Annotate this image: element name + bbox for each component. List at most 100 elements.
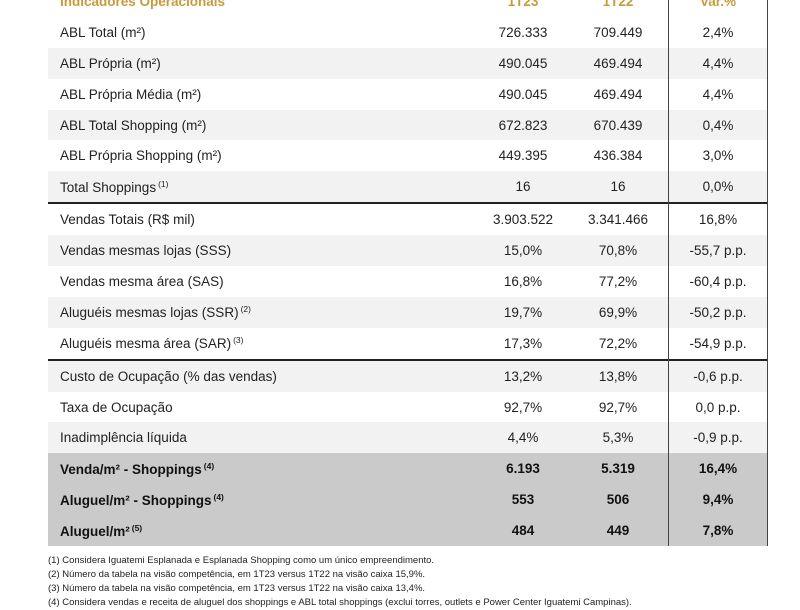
cell-value: -0,9 p.p. bbox=[693, 430, 743, 446]
cell-value: 16,4% bbox=[698, 461, 738, 477]
table-row: ABL Total (m²) 726.333 709.449 2,4% bbox=[48, 17, 768, 48]
row-label: Aluguel/m² (5) bbox=[60, 523, 142, 539]
cell-value: -60,4 p.p. bbox=[689, 273, 747, 289]
cell-value: 3,0% bbox=[702, 148, 734, 164]
row-label: ABL Total (m²) bbox=[60, 25, 146, 40]
label-text: Aluguel/m² bbox=[60, 523, 130, 539]
cell-value: 3.341.466 bbox=[587, 212, 649, 228]
cell-value: 16,8% bbox=[503, 273, 543, 289]
cell-value: 0,0 p.p. bbox=[695, 399, 741, 415]
label-text: Total Shoppings bbox=[60, 179, 157, 195]
table-row: Aluguel/m² - Shoppings (4) 553 506 9,4% bbox=[48, 484, 768, 516]
row-label: Custo de Ocupação (% das vendas) bbox=[60, 369, 277, 384]
footnote-ref: (3) bbox=[233, 335, 244, 346]
header-cell: 1T22 bbox=[602, 0, 634, 9]
cell-value: 449.395 bbox=[498, 148, 548, 164]
cell-value: 709.449 bbox=[593, 24, 643, 40]
row-label: Taxa de Ocupação bbox=[60, 400, 173, 415]
table-border bbox=[767, 0, 768, 547]
row-label: ABL Própria (m²) bbox=[60, 56, 161, 71]
table-row: ABL Total Shopping (m²) 672.823 670.439 0,4… bbox=[48, 109, 768, 141]
cell-value: 469.494 bbox=[593, 86, 643, 102]
label-text: ABL Total (m²) bbox=[60, 24, 146, 40]
footnote-ref: (4) bbox=[213, 491, 224, 502]
cell-value: 2,4% bbox=[702, 24, 734, 40]
header-row: Indicadores Operacionais 1T23 1T22 Var.% bbox=[48, 0, 768, 17]
row-label: Vendas mesmas lojas (SSS) bbox=[60, 243, 231, 258]
cell-value: 0,4% bbox=[702, 117, 734, 133]
footnote: (1) Considera Iguatemi Esplanada e Espla… bbox=[48, 555, 435, 566]
cell-value: 436.384 bbox=[593, 148, 643, 164]
row-label: Vendas mesma área (SAS) bbox=[60, 274, 224, 289]
footnotes: (1) Considera Iguatemi Esplanada e Espla… bbox=[48, 554, 632, 610]
table-row: ABL Própria Shopping (m²) 449.395 436.384 3… bbox=[48, 140, 768, 171]
cell-value: 15,0% bbox=[503, 243, 543, 259]
row-label: ABL Própria Shopping (m²) bbox=[60, 148, 222, 163]
cell-value: 77,2% bbox=[598, 273, 638, 289]
cell-value: 17,3% bbox=[503, 335, 543, 351]
footnote: (4) Considera vendas e receita de alugue… bbox=[48, 597, 632, 608]
header-cell: Indicadores Operacionais bbox=[60, 0, 226, 9]
table-row: Venda/m² - Shoppings (4) 6.193 5.319 16,4% bbox=[48, 453, 768, 485]
table-row: ABL Própria (m²) 490.045 469.494 4,4% bbox=[48, 47, 768, 79]
row-label: Inadimplência líquida bbox=[60, 430, 187, 445]
table-row: Aluguel/m² (5) 484 449 7,8% bbox=[48, 515, 768, 547]
label-text: Custo de Ocupação (% das vendas) bbox=[60, 368, 277, 384]
cell-value: 92,7% bbox=[598, 399, 638, 415]
label-text: Aluguéis mesma área (SAR) bbox=[60, 336, 232, 352]
cell-value: 5,3% bbox=[602, 430, 634, 446]
footnote-ref: (4) bbox=[203, 460, 215, 471]
header-cell: 1T23 bbox=[507, 0, 539, 9]
cell-value: 72,2% bbox=[598, 335, 638, 351]
row-label: Aluguéis mesma área (SAR) (3) bbox=[60, 335, 243, 351]
cell-value: -55,7 p.p. bbox=[689, 243, 747, 259]
label-text: Vendas mesma área (SAS) bbox=[60, 273, 224, 289]
cell-value: 6.193 bbox=[506, 461, 540, 477]
footnote-ref: (2) bbox=[240, 304, 251, 315]
cell-value: 4,4% bbox=[507, 430, 539, 446]
table-row: Total Shoppings (1) 16 16 0,0% bbox=[48, 171, 768, 203]
label-text: Vendas Totais (R$ mil) bbox=[60, 212, 195, 228]
row-label: Vendas Totais (R$ mil) bbox=[60, 212, 195, 227]
header-cell: Var.% bbox=[699, 0, 737, 9]
footnote: (3) Número da tabela na visão competênci… bbox=[48, 583, 426, 594]
label-text: ABL Total Shopping (m²) bbox=[60, 117, 207, 133]
table-row: Vendas mesma área (SAS) 16,8% 77,2% -60,4 p… bbox=[48, 266, 768, 297]
cell-value: 553 bbox=[511, 492, 535, 508]
cell-value: 16,8% bbox=[698, 212, 738, 228]
cell-value: 672.823 bbox=[498, 117, 548, 133]
row-label: Venda/m² - Shoppings (4) bbox=[60, 461, 214, 477]
cell-value: 449 bbox=[606, 523, 630, 539]
cell-value: 0,0% bbox=[702, 179, 734, 195]
cell-value: 13,8% bbox=[598, 368, 638, 384]
cell-value: 9,4% bbox=[702, 492, 734, 508]
cell-value: -54,9 p.p. bbox=[689, 335, 747, 351]
footnote: (2) Número da tabela na visão competênci… bbox=[48, 569, 426, 580]
label-text: Aluguéis mesmas lojas (SSR) bbox=[60, 305, 239, 321]
row-label: ABL Própria Média (m²) bbox=[60, 87, 201, 102]
cell-value: 726.333 bbox=[498, 24, 548, 40]
cell-value: 19,7% bbox=[503, 304, 543, 320]
cell-value: 16 bbox=[610, 179, 626, 195]
label-text: ABL Própria (m²) bbox=[60, 55, 161, 71]
row-label: Aluguel/m² - Shoppings (4) bbox=[60, 492, 224, 508]
label-text: Venda/m² - Shoppings bbox=[60, 461, 202, 477]
cell-value: 670.439 bbox=[593, 117, 643, 133]
label-text: Vendas mesmas lojas (SSS) bbox=[60, 243, 232, 259]
cell-value: 5.319 bbox=[601, 461, 635, 477]
cell-value: 4,4% bbox=[702, 55, 734, 71]
table-row: ABL Própria Média (m²) 490.045 469.494 4,4% bbox=[48, 79, 768, 110]
column-divider bbox=[668, 0, 669, 547]
cell-value: 3.903.522 bbox=[492, 212, 554, 228]
table-row: Custo de Ocupação (% das vendas) 13,2% 13,… bbox=[48, 358, 768, 392]
cell-value: 70,8% bbox=[598, 243, 638, 259]
cell-value: 7,8% bbox=[702, 523, 734, 539]
table-row: Aluguéis mesma área (SAR) (3) 17,3% 72,2% -5… bbox=[48, 328, 768, 359]
cell-value: 506 bbox=[606, 492, 630, 508]
cell-value: 13,2% bbox=[503, 368, 543, 384]
table-row: Inadimplência líquida 4,4% 5,3% -0,9 p.p. bbox=[48, 422, 768, 454]
footnote-ref: (5) bbox=[131, 522, 143, 533]
row-label: Aluguéis mesmas lojas (SSR) (2) bbox=[60, 304, 251, 320]
cell-value: 16 bbox=[515, 179, 531, 195]
